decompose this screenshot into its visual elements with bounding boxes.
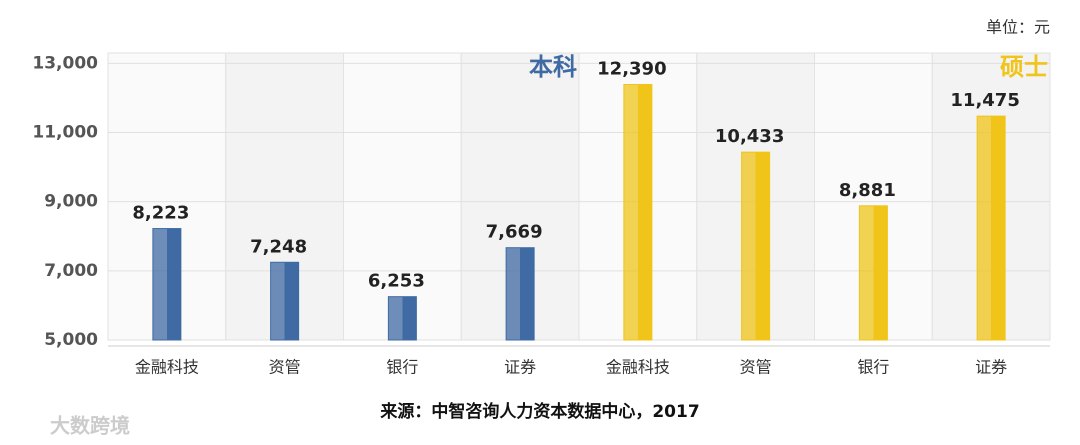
value-label: 11,475 xyxy=(950,90,1019,111)
x-tick-label: 银行 xyxy=(857,358,889,377)
y-tick-label: 7,000 xyxy=(44,261,98,281)
y-tick-label: 13,000 xyxy=(32,53,98,73)
value-label: 10,433 xyxy=(715,126,784,147)
x-tick-label: 资管 xyxy=(269,358,301,377)
series-label: 硕士 xyxy=(1000,53,1048,81)
band-bg xyxy=(343,52,462,341)
bar xyxy=(505,247,535,341)
y-tick-label: 11,000 xyxy=(32,123,98,143)
value-label: 7,669 xyxy=(486,222,543,243)
watermark: 大数跨境 xyxy=(50,414,130,438)
bar xyxy=(858,205,888,341)
bar xyxy=(623,83,653,341)
bar xyxy=(976,115,1006,341)
unit-label: 单位：元 xyxy=(986,18,1050,37)
x-tick-label: 资管 xyxy=(740,358,772,377)
source-note: 来源：中智咨询人力资本数据中心，2017 xyxy=(379,401,699,422)
y-tick-label: 9,000 xyxy=(44,192,98,212)
x-tick-label: 金融科技 xyxy=(135,358,199,377)
value-label: 8,881 xyxy=(839,180,896,201)
x-tick-label: 证券 xyxy=(975,358,1007,377)
bar xyxy=(387,296,417,341)
value-label: 7,248 xyxy=(250,236,307,257)
bar xyxy=(741,151,771,341)
bar xyxy=(152,228,182,341)
x-tick-label: 金融科技 xyxy=(606,358,670,377)
y-tick-label: 5,000 xyxy=(44,330,98,350)
value-label: 8,223 xyxy=(132,203,189,224)
x-tick-label: 银行 xyxy=(386,358,418,377)
value-label: 12,390 xyxy=(597,58,666,79)
bar xyxy=(270,261,300,341)
value-label: 6,253 xyxy=(368,271,425,292)
x-tick-label: 证券 xyxy=(504,358,536,377)
series-label: 本科 xyxy=(529,53,577,81)
